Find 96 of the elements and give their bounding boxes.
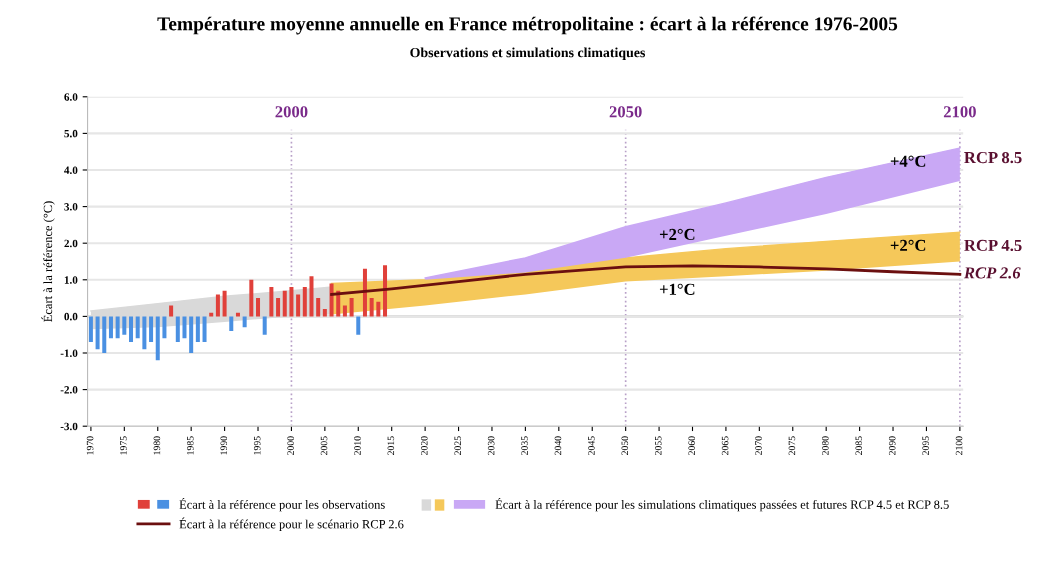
x-tick-label: 2060 (688, 436, 695, 455)
y-tick-label: 1.0 (64, 276, 78, 284)
bar (142, 316, 147, 350)
x-tick-label: 2065 (721, 436, 729, 455)
y-tick-label: -1.0 (60, 349, 78, 358)
x-tick-label: 2100 (955, 436, 963, 455)
x-tick-label: 1990 (220, 436, 228, 455)
x-tick-label: 2025 (454, 436, 461, 455)
bar (102, 316, 107, 353)
bar (309, 276, 314, 317)
y-tick-label: -3.0 (60, 422, 78, 431)
x-tick-label: 1980 (153, 436, 161, 455)
ref-line-label: 2100 (943, 106, 976, 118)
annotation: +2°C (659, 228, 695, 241)
bar (175, 316, 180, 343)
ref-line-label: 2050 (609, 106, 642, 118)
y-tick-label: 6.0 (64, 93, 78, 101)
y-axis-title: Écart à la référence (°C) (41, 201, 55, 322)
x-tick-label: 2000 (287, 436, 294, 455)
x-tick-label: 1970 (86, 436, 94, 455)
bar (135, 316, 140, 339)
x-tick-label: 2040 (554, 436, 562, 455)
y-tick-label: 2.0 (64, 239, 78, 248)
bar (215, 294, 220, 317)
bar (149, 316, 154, 343)
bar (349, 298, 354, 317)
bar (262, 316, 267, 335)
bar (316, 298, 321, 317)
bar (356, 316, 361, 335)
bar (115, 316, 120, 339)
bar (276, 298, 281, 317)
bar (95, 316, 100, 350)
x-tick-label: 2020 (421, 436, 428, 455)
text: RCP 4.5 (964, 239, 1022, 252)
x-tick-label: 2075 (788, 436, 796, 455)
bar (88, 316, 93, 343)
x-tick-label: 2050 (621, 436, 629, 455)
x-tick-label: 2070 (755, 436, 762, 455)
x-tick-label: 2030 (487, 436, 495, 455)
bar (189, 316, 194, 353)
ref-line-label: 2000 (275, 106, 308, 118)
x-tick-label: 2055 (654, 436, 662, 455)
bar (202, 316, 207, 343)
legend-label: Écart à la référence pour les simulations climatiques passées et futures RCP 4.5 et RCP 8.5 (495, 498, 949, 512)
line-series (330, 264, 962, 296)
x-tick-label: 1975 (120, 436, 127, 455)
bar (369, 298, 374, 317)
x-tick-label: 2015 (387, 436, 395, 455)
x-tick-label: 2085 (855, 436, 863, 455)
bar (383, 265, 388, 317)
bar (249, 279, 254, 317)
x-tick-label: 2090 (888, 436, 896, 455)
y-tick-label: 4.0 (64, 166, 78, 174)
chart-title: Température moyenne annuelle en France métropolitaine : écart à la référence 1976-2005 (157, 16, 898, 35)
bar (155, 316, 160, 361)
legend-label: Écart à la référence pour les observations (179, 498, 385, 512)
x-tick-label: 1985 (187, 436, 194, 455)
x-tick-label: 2035 (521, 436, 528, 455)
y-tick-label: -2.0 (60, 386, 78, 394)
x-tick-label: 2010 (354, 436, 361, 455)
x-tick-label: 1995 (253, 436, 261, 455)
y-tick-label: 3.0 (64, 203, 78, 211)
bar (108, 316, 113, 339)
bar (289, 287, 294, 317)
x-tick-label: 2045 (588, 436, 595, 455)
annotation: +2°C (890, 239, 926, 252)
x-tick-label: 2095 (922, 436, 929, 455)
bar (322, 309, 327, 317)
text: RCP 8.5 (964, 151, 1022, 164)
legend-label: Écart à la référence pour le scénario RCP 2.6 (179, 517, 404, 531)
y-tick-label: 5.0 (64, 129, 78, 138)
bar (129, 316, 134, 343)
bar (302, 287, 307, 317)
bar (169, 305, 174, 317)
y-tick-label: 0.0 (64, 312, 78, 321)
bar (269, 287, 274, 317)
bar (362, 268, 367, 317)
x-tick-label: 2005 (320, 436, 328, 455)
bar (229, 316, 234, 332)
bar (329, 283, 334, 317)
bar (282, 290, 287, 317)
annotation: +1°C (659, 283, 695, 295)
text: RCP 2.6 (963, 267, 1021, 279)
annotation: +4°C (890, 155, 926, 167)
bar (182, 316, 187, 339)
bar (195, 316, 200, 343)
bar (376, 301, 381, 317)
bar (122, 316, 127, 335)
bar (256, 298, 261, 317)
bar (222, 290, 227, 317)
x-tick-label: 2080 (822, 436, 829, 455)
bar (162, 316, 167, 339)
bar (342, 305, 347, 317)
bar (296, 294, 301, 317)
chart-subtitle: Observations et simulations climatiques (410, 47, 646, 61)
bar (242, 316, 247, 328)
